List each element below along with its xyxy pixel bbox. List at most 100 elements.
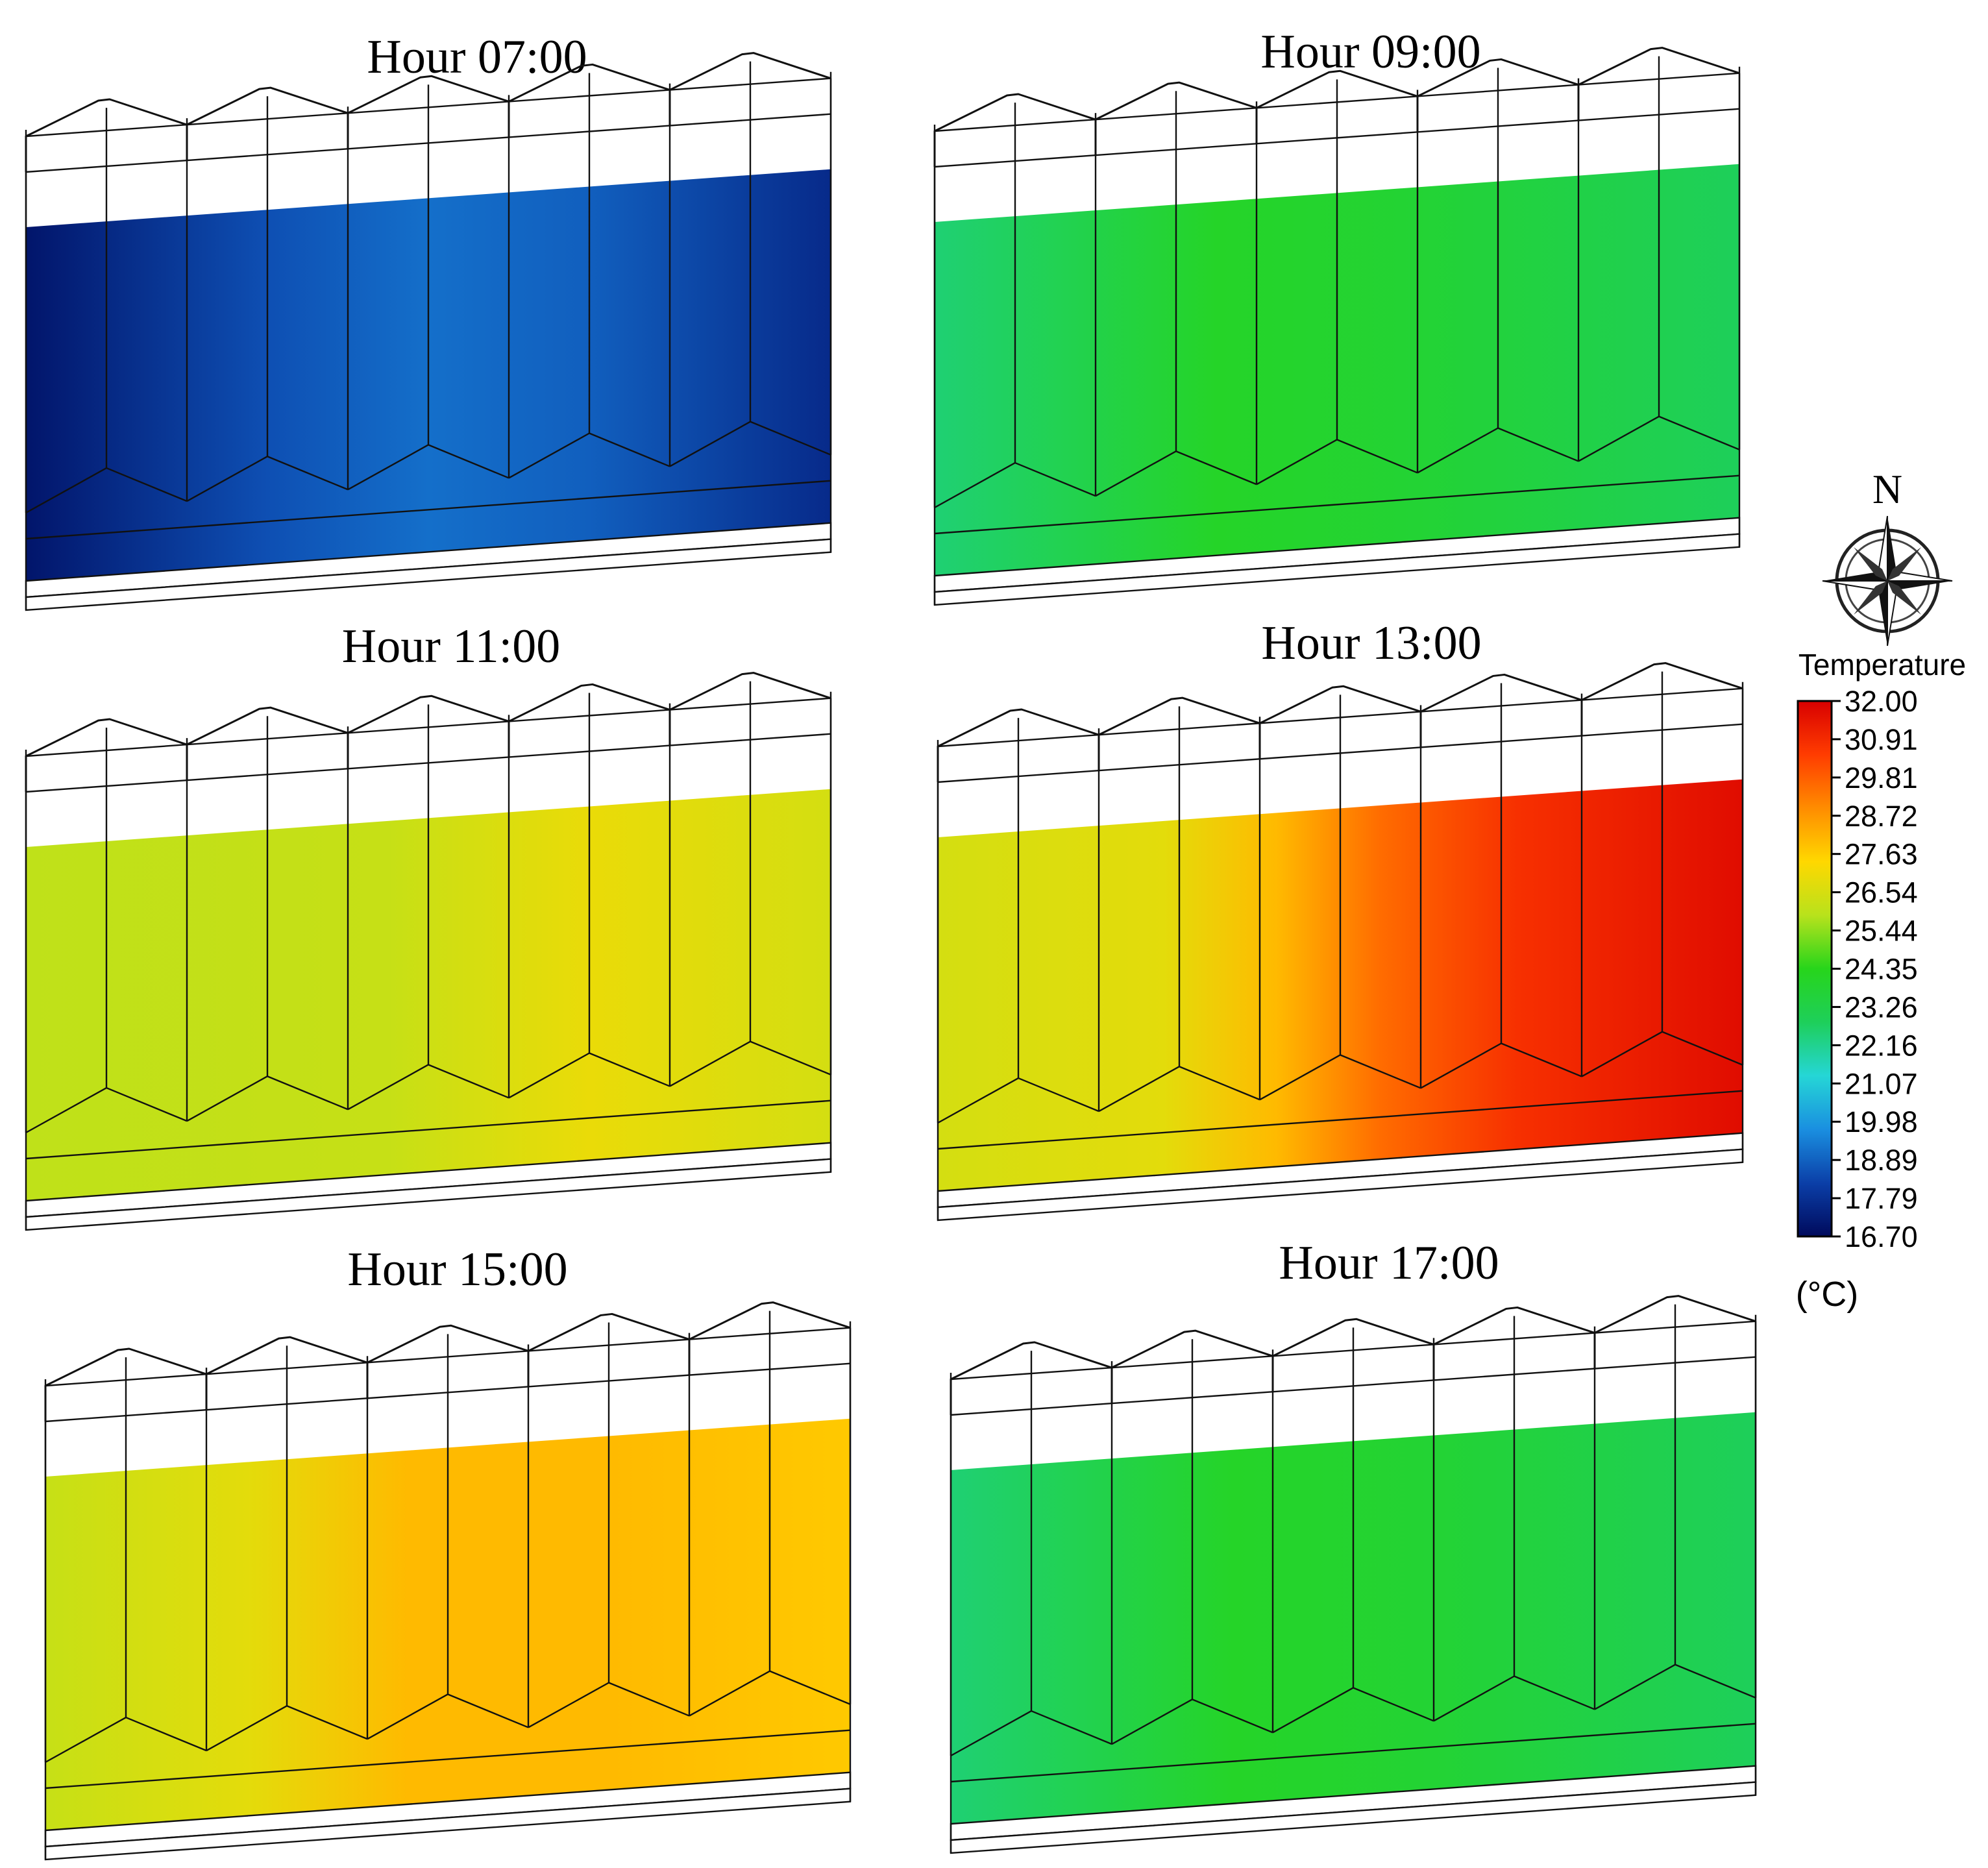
floor-line <box>25 480 831 540</box>
legend-tick-label: 25.44 <box>1845 915 1918 948</box>
bay-base <box>689 1670 770 1717</box>
bay-base <box>428 1064 509 1099</box>
panel-title: Hour 07:00 <box>367 31 587 84</box>
greenhouse-model <box>44 1301 852 1861</box>
bay-base <box>286 1705 368 1740</box>
bay-base <box>669 421 751 467</box>
bay-base <box>1497 427 1579 462</box>
legend-tick-label: 22.16 <box>1845 1029 1918 1062</box>
panel-hour-1500: Hour 15:00 <box>44 1243 852 1861</box>
greenhouse-model <box>25 52 832 611</box>
legend-tick-label: 19.98 <box>1845 1105 1918 1138</box>
bay-base <box>589 1052 670 1087</box>
bay-base <box>1018 1077 1099 1112</box>
floor-line <box>934 474 1740 535</box>
legend-tick-label: 24.35 <box>1845 953 1918 986</box>
bay-base <box>125 1716 207 1752</box>
legend-tick-label: 29.81 <box>1845 761 1918 794</box>
compass: N <box>1822 466 1953 646</box>
bay-base <box>347 444 429 491</box>
panel-title: Hour 09:00 <box>1260 25 1480 79</box>
bay-base <box>508 432 590 479</box>
bay-base <box>934 462 1016 509</box>
legend-tick-label: 18.89 <box>1845 1144 1918 1177</box>
panel-hour-0900: Hour 09:00 <box>933 25 1741 606</box>
legend-tick-label: 30.91 <box>1845 723 1918 756</box>
bay-base <box>1098 1066 1180 1112</box>
north-label: N <box>1872 466 1902 512</box>
bay-base <box>1594 1664 1676 1710</box>
bay-base <box>1501 1042 1582 1077</box>
roof-outline <box>25 672 831 792</box>
roof-outline <box>950 1295 1756 1415</box>
panel-title: Hour 15:00 <box>347 1243 567 1296</box>
bay-base <box>1353 1687 1434 1722</box>
legend-tick-label: 16.70 <box>1845 1220 1918 1253</box>
bay-base <box>45 1717 127 1764</box>
roof-outline <box>44 1301 851 1421</box>
bay-base <box>1179 1066 1260 1101</box>
bay-base <box>206 1705 288 1752</box>
legend-unit: (°C) <box>1796 1275 1859 1314</box>
greenhouse-model <box>933 47 1741 606</box>
floor-line <box>45 1729 851 1789</box>
bay-base <box>1031 1710 1112 1745</box>
bay-base <box>950 1710 1032 1757</box>
legend-title: Temperature <box>1798 648 1966 682</box>
bay-base <box>25 467 107 514</box>
legend-tick-label: 28.72 <box>1845 800 1918 833</box>
panel-title: Hour 11:00 <box>342 620 560 673</box>
bay-base <box>267 456 349 491</box>
bay-base <box>428 444 509 479</box>
bay-base <box>267 1075 349 1111</box>
bay-base <box>106 467 188 502</box>
bay-base <box>750 1040 831 1075</box>
bay-base <box>106 1087 188 1122</box>
greenhouse-model <box>937 662 1744 1222</box>
bay-base <box>937 1077 1019 1124</box>
panel-hour-0700: Hour 07:00 <box>25 31 832 611</box>
bay-base <box>1336 439 1418 474</box>
bay-base <box>1192 1699 1273 1734</box>
bay-base <box>589 432 670 467</box>
bay-base <box>1675 1664 1756 1699</box>
bay-base <box>508 1052 590 1099</box>
bay-base <box>347 1064 429 1111</box>
bay-base <box>769 1670 851 1705</box>
bay-base <box>1581 1031 1663 1077</box>
legend-tick-label: 32.00 <box>1845 685 1918 718</box>
legend-tick-label: 17.79 <box>1845 1182 1918 1215</box>
bay-base <box>1095 450 1177 497</box>
bay-base <box>1417 427 1499 474</box>
bay-base <box>528 1682 609 1728</box>
floor-line <box>950 1723 1756 1783</box>
panel-title: Hour 17:00 <box>1279 1236 1499 1290</box>
bay-base <box>1658 415 1740 450</box>
roof-outline <box>933 47 1740 167</box>
roof-outline <box>937 662 1743 782</box>
colorbar <box>1797 700 1833 1238</box>
compass-rose-icon <box>1822 515 1953 646</box>
bay-base <box>1259 1054 1341 1101</box>
legend-tick-label: 21.07 <box>1845 1067 1918 1100</box>
panel-hour-1100: Hour 11:00 <box>25 620 832 1231</box>
bay-base <box>367 1693 448 1740</box>
bay-base <box>1272 1687 1354 1734</box>
bay-base <box>25 1087 107 1134</box>
legend-tick-label: 23.26 <box>1845 990 1918 1024</box>
bay-base <box>1256 439 1338 485</box>
floor-line <box>25 1100 831 1160</box>
bay-base <box>1662 1031 1743 1066</box>
floor-line <box>937 1090 1743 1150</box>
bay-base <box>1514 1675 1595 1710</box>
bay-base <box>186 456 268 502</box>
panel-title: Hour 13:00 <box>1261 617 1481 670</box>
bay-base <box>608 1682 690 1717</box>
legend-tick-label: 27.63 <box>1845 838 1918 871</box>
bay-base <box>750 421 831 456</box>
bay-base <box>1014 461 1096 497</box>
bay-base <box>447 1693 529 1728</box>
bay-base <box>1578 415 1660 462</box>
greenhouse-model <box>950 1295 1757 1854</box>
bay-base <box>186 1075 268 1122</box>
